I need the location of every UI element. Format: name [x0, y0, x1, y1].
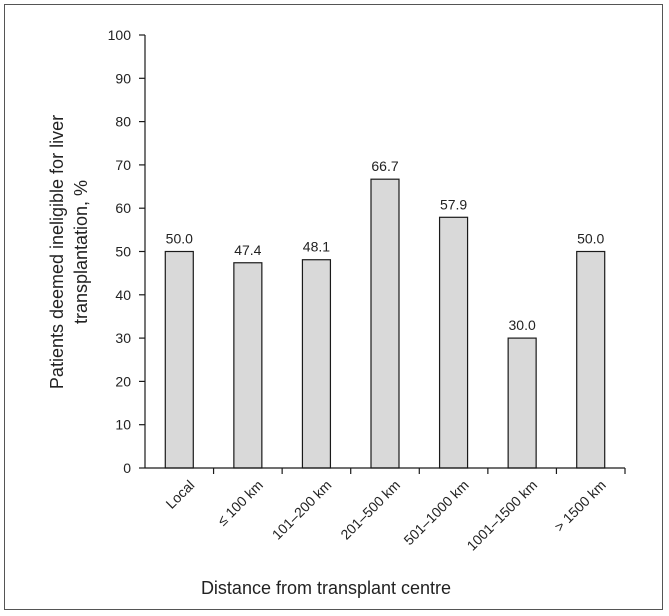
x-tick-label: 101–200 km: [269, 477, 335, 543]
bars: 50.0 47.4 48.1 66.7 57.9 30.0 50.0: [164, 158, 606, 469]
y-tick-label: 20: [115, 373, 131, 389]
y-tick-label: 50: [115, 244, 131, 260]
x-tick-label: 1001–1500 km: [463, 477, 540, 554]
bar-data-label: 50.0: [166, 231, 193, 247]
x-tick-label: 501–1000 km: [400, 477, 471, 548]
y-tick-label: 60: [115, 200, 131, 216]
y-axis-title-line1: Patients deemed ineligible for liver: [47, 115, 67, 389]
bar: [233, 262, 263, 469]
x-tick-label: 201–500 km: [337, 477, 403, 543]
y-tick-label: 80: [115, 114, 131, 130]
y-tick-label: 90: [115, 70, 131, 86]
y-tick-label: 10: [115, 417, 131, 433]
x-tick-label: ≤ 100 km: [214, 477, 266, 529]
x-axis-tick-labels: Local ≤ 100 km 101–200 km 201–500 km501–100…: [162, 468, 626, 554]
y-axis-ticks: 0 10 20 30 40 50 60 70 80 90 100: [108, 27, 145, 476]
x-axis-title: Distance from transplant centre: [201, 578, 451, 598]
y-tick-label: 100: [108, 27, 132, 43]
bar-data-label: 57.9: [440, 196, 467, 212]
bar: [507, 337, 537, 469]
x-tick-label: > 1500 km: [551, 477, 609, 535]
y-tick-label: 40: [115, 287, 131, 303]
bar: [164, 250, 194, 469]
bar-data-label: 30.0: [509, 317, 536, 333]
bar-data-label: 66.7: [371, 158, 398, 174]
bar: [370, 178, 400, 469]
y-tick-label: 70: [115, 157, 131, 173]
x-tick-label: Local: [162, 477, 197, 512]
y-tick-label: 0: [123, 460, 131, 476]
bar-data-label: 47.4: [234, 242, 261, 258]
y-axis-title-line2: transplantation, %: [71, 180, 91, 324]
y-tick-label: 30: [115, 330, 131, 346]
bar: [301, 259, 332, 469]
bar-data-label: 50.0: [577, 231, 604, 247]
chart-frame: [4, 4, 663, 610]
bar: [438, 216, 469, 469]
bar-data-label: 48.1: [303, 239, 330, 255]
bar: [576, 250, 606, 469]
